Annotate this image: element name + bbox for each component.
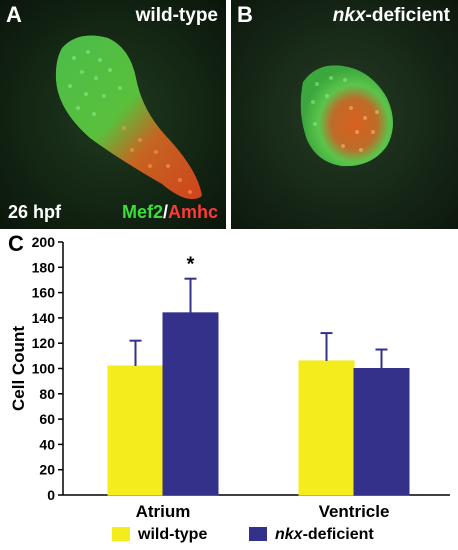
y-tick-label: 140	[32, 310, 56, 326]
x-category-label: Atrium	[136, 502, 191, 521]
stain-label: Mef2/Amhc	[122, 202, 218, 223]
legend-label: wild-type	[137, 526, 207, 543]
panel-b-letter: B	[237, 2, 253, 27]
y-tick-label: 40	[39, 436, 55, 452]
panel-a-letter: A	[6, 2, 22, 27]
panel-c-letter: C	[8, 231, 24, 256]
stain-red-label: Amhc	[167, 202, 218, 222]
legend-label-italic: nkx	[275, 526, 304, 543]
y-tick-label: 180	[32, 259, 56, 275]
significance-asterisk: *	[187, 254, 195, 276]
panel-b-micrograph: B nkx-deficient	[231, 0, 458, 229]
panel-a-micrograph: A wild-type 26 hpf Mef2/Amhc	[0, 0, 226, 229]
y-tick-label: 200	[32, 234, 56, 250]
y-tick-label: 80	[39, 386, 55, 402]
x-category-label: Ventricle	[319, 502, 390, 521]
bar-nkx-deficient-ventricle	[353, 368, 410, 496]
bar-nkx-deficient-atrium	[162, 312, 219, 496]
y-tick-label: 160	[32, 285, 56, 301]
stain-separator: /	[162, 202, 168, 222]
stain-green-label: Mef2	[121, 202, 163, 222]
legend-label-rest: -deficient	[303, 526, 375, 543]
wildtype-heart-image	[0, 0, 226, 229]
y-tick-label: 20	[39, 462, 55, 478]
bar-wild-type-atrium	[107, 365, 164, 496]
legend-swatch	[249, 527, 267, 541]
legend-swatch	[112, 527, 130, 541]
panel-b-condition: nkx-deficient	[333, 5, 450, 27]
y-tick-label: 120	[32, 335, 56, 351]
cell-count-bar-chart: 0 20 40 60 80 100 120 140 160 180 200 Cell Count Atr…	[9, 234, 450, 543]
y-axis-title: Cell Count	[9, 326, 28, 411]
nkx-heart-image	[231, 0, 458, 229]
bar-wild-type-ventricle	[298, 360, 355, 496]
y-tick-label: 0	[47, 487, 55, 503]
legend-label: nkx-deficient	[275, 526, 374, 543]
panel-b-condition-italic: nkx	[332, 5, 366, 26]
stage-label: 26 hpf	[8, 202, 62, 222]
panel-b-condition-rest: -deficient	[365, 5, 450, 26]
y-tick-label: 60	[39, 411, 55, 427]
y-tick-label: 100	[32, 361, 56, 377]
panel-a-condition: wild-type	[135, 5, 218, 26]
